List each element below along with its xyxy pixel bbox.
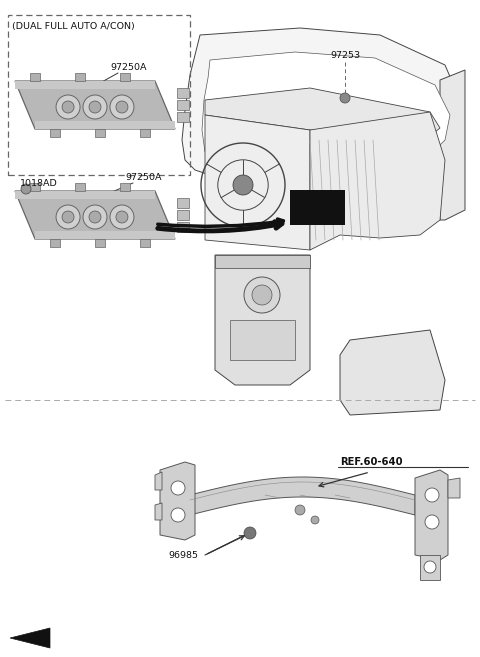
Polygon shape: [75, 183, 85, 191]
Polygon shape: [15, 81, 155, 89]
Circle shape: [21, 184, 31, 194]
Circle shape: [83, 205, 107, 229]
Polygon shape: [415, 470, 448, 560]
Polygon shape: [15, 191, 175, 239]
Circle shape: [110, 95, 134, 119]
Text: 97250A: 97250A: [125, 173, 161, 183]
Polygon shape: [95, 239, 105, 247]
Polygon shape: [155, 503, 162, 520]
Circle shape: [244, 277, 280, 313]
Text: REF.60-640: REF.60-640: [340, 457, 403, 467]
Circle shape: [110, 205, 134, 229]
Circle shape: [425, 515, 439, 529]
Polygon shape: [30, 183, 40, 191]
Text: 97250A: 97250A: [110, 64, 146, 72]
Polygon shape: [177, 222, 189, 232]
Circle shape: [252, 285, 272, 305]
Text: FR.: FR.: [30, 631, 48, 645]
Circle shape: [171, 481, 185, 495]
Circle shape: [171, 508, 185, 522]
Polygon shape: [177, 198, 189, 208]
Polygon shape: [440, 70, 465, 220]
Polygon shape: [177, 112, 189, 122]
Bar: [8, 15, 190, 175]
Polygon shape: [75, 73, 85, 81]
Circle shape: [89, 101, 101, 113]
Circle shape: [62, 211, 74, 223]
Polygon shape: [420, 555, 440, 580]
Polygon shape: [120, 73, 130, 81]
Polygon shape: [448, 478, 460, 498]
Polygon shape: [215, 255, 310, 385]
Circle shape: [89, 211, 101, 223]
Circle shape: [425, 488, 439, 502]
FancyArrowPatch shape: [158, 219, 283, 227]
Circle shape: [62, 101, 74, 113]
Polygon shape: [50, 129, 60, 137]
Polygon shape: [140, 239, 150, 247]
Text: 96985: 96985: [168, 551, 198, 560]
Circle shape: [244, 527, 256, 539]
Circle shape: [116, 101, 128, 113]
Bar: [290, 190, 345, 225]
FancyArrowPatch shape: [207, 536, 244, 554]
Polygon shape: [177, 210, 189, 220]
Polygon shape: [120, 183, 130, 191]
FancyArrowPatch shape: [319, 473, 367, 487]
Circle shape: [311, 516, 319, 524]
Polygon shape: [340, 330, 445, 415]
Circle shape: [233, 175, 253, 195]
Circle shape: [424, 561, 436, 573]
Polygon shape: [30, 73, 40, 81]
Polygon shape: [140, 129, 150, 137]
Circle shape: [56, 205, 80, 229]
Polygon shape: [15, 81, 175, 129]
Polygon shape: [182, 28, 460, 225]
Circle shape: [295, 505, 305, 515]
Polygon shape: [35, 121, 175, 129]
Text: (DUAL FULL AUTO A/CON): (DUAL FULL AUTO A/CON): [12, 22, 135, 31]
Circle shape: [56, 95, 80, 119]
Polygon shape: [215, 255, 310, 268]
Polygon shape: [10, 628, 50, 648]
Polygon shape: [50, 239, 60, 247]
Polygon shape: [205, 88, 440, 140]
Text: 97253: 97253: [330, 51, 360, 60]
Polygon shape: [15, 191, 155, 199]
FancyArrowPatch shape: [158, 221, 282, 231]
Polygon shape: [35, 231, 175, 239]
Polygon shape: [230, 320, 295, 360]
Polygon shape: [155, 472, 162, 490]
Polygon shape: [160, 462, 195, 540]
Circle shape: [83, 95, 107, 119]
Polygon shape: [95, 129, 105, 137]
Circle shape: [340, 93, 350, 103]
Polygon shape: [205, 115, 310, 250]
Polygon shape: [202, 52, 450, 204]
Polygon shape: [177, 88, 189, 98]
Polygon shape: [190, 477, 415, 515]
Polygon shape: [310, 112, 445, 250]
Polygon shape: [177, 100, 189, 110]
Circle shape: [116, 211, 128, 223]
Text: 1018AD: 1018AD: [20, 179, 58, 187]
